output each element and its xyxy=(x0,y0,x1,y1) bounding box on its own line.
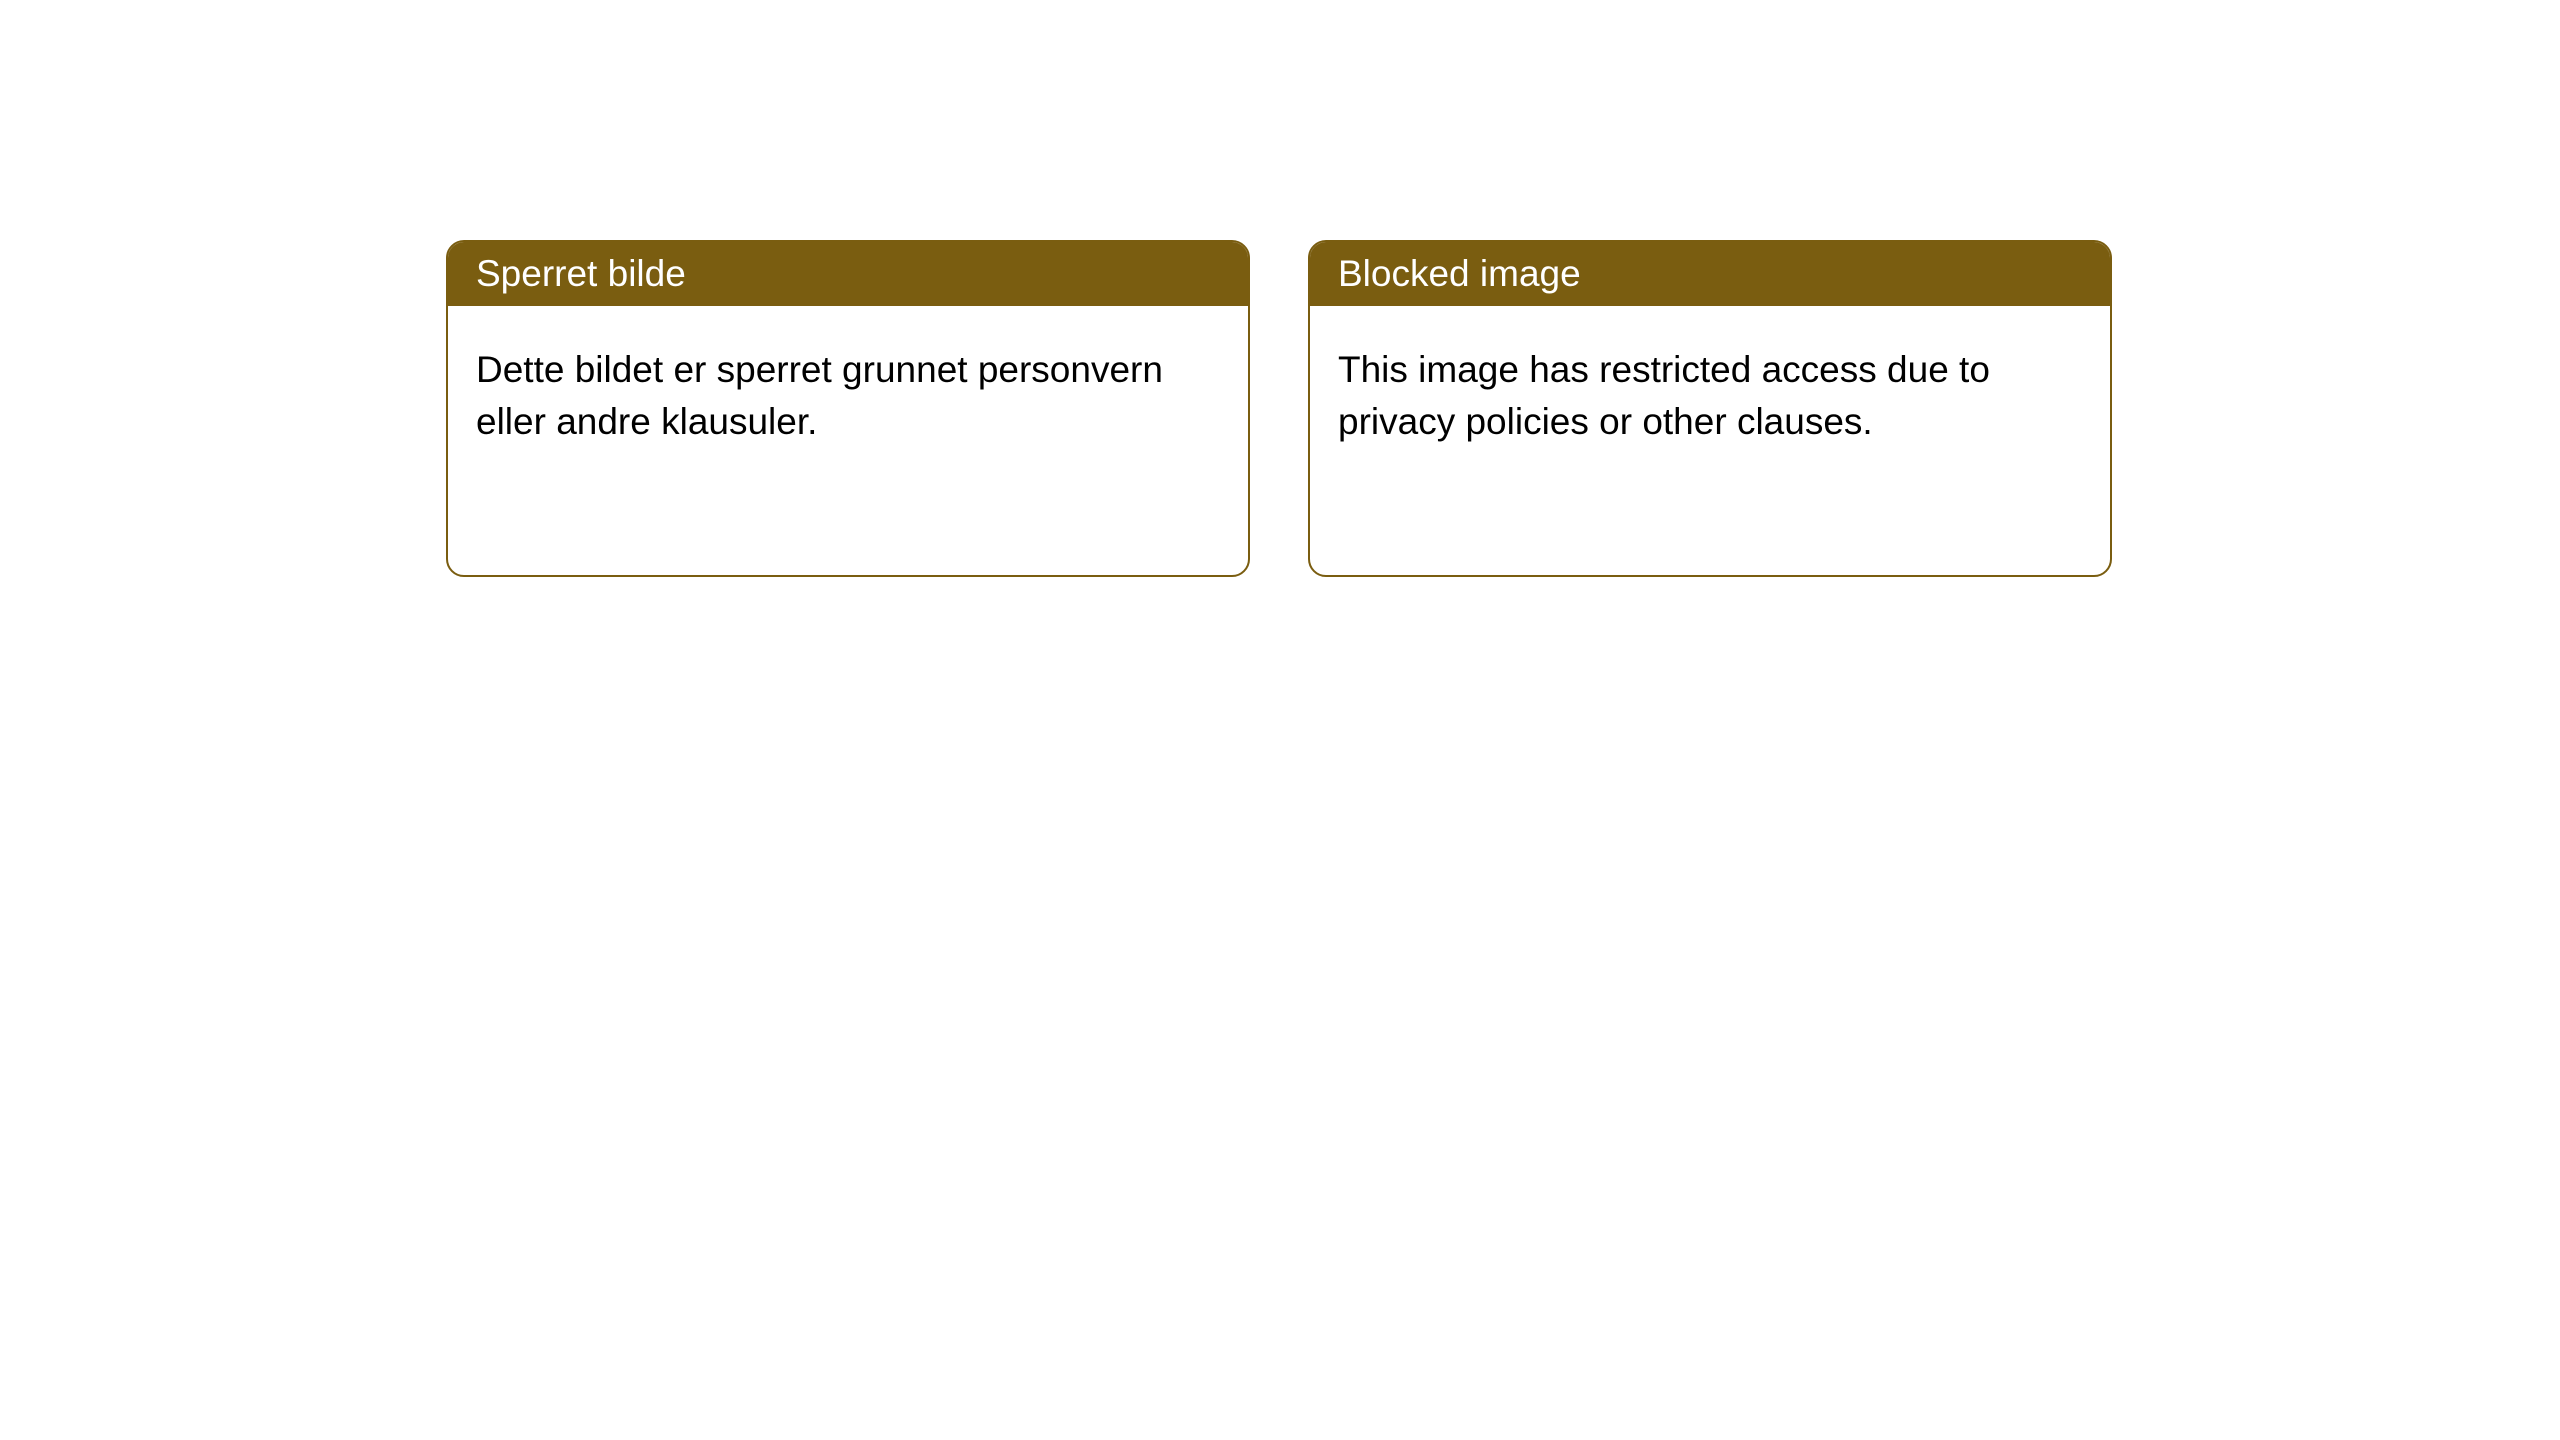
notice-body: Dette bildet er sperret grunnet personve… xyxy=(448,306,1248,486)
notice-header: Blocked image xyxy=(1310,242,2110,306)
notice-body-text: Dette bildet er sperret grunnet personve… xyxy=(476,349,1163,442)
notice-body: This image has restricted access due to … xyxy=(1310,306,2110,486)
notice-header: Sperret bilde xyxy=(448,242,1248,306)
notice-header-text: Sperret bilde xyxy=(476,253,686,294)
notice-body-text: This image has restricted access due to … xyxy=(1338,349,1990,442)
notices-container: Sperret bilde Dette bildet er sperret gr… xyxy=(0,0,2560,577)
notice-header-text: Blocked image xyxy=(1338,253,1581,294)
notice-box-norwegian: Sperret bilde Dette bildet er sperret gr… xyxy=(446,240,1250,577)
notice-box-english: Blocked image This image has restricted … xyxy=(1308,240,2112,577)
